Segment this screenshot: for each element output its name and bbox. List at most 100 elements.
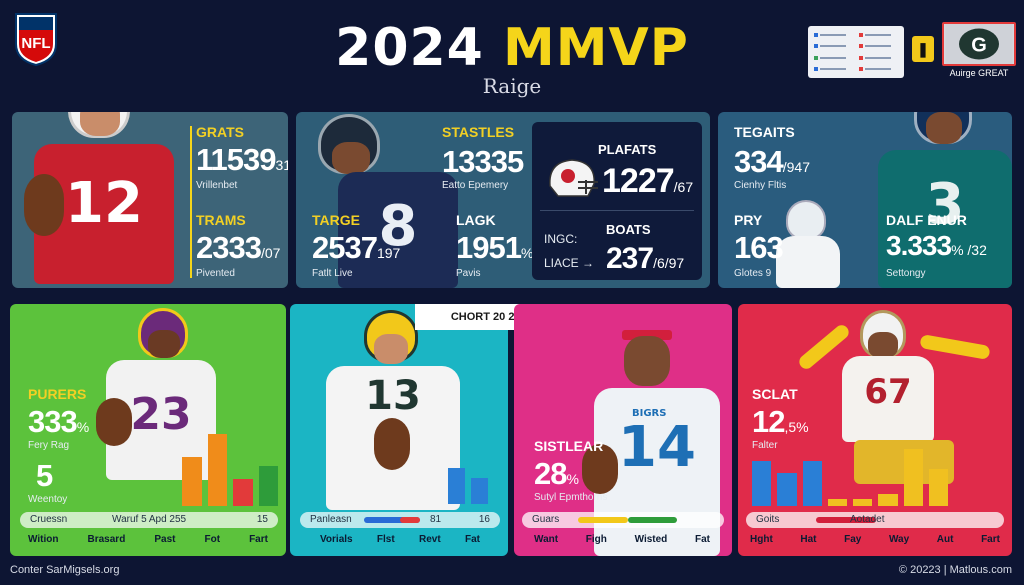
legend-swatch: [859, 44, 863, 49]
value1: 333%: [28, 404, 89, 440]
legend-line: [865, 34, 891, 37]
axis-tick-label: Want: [534, 534, 559, 545]
caption1: Fery Rag: [28, 440, 70, 451]
player-face: [374, 334, 408, 364]
footer-copyright: © 20223 | Matlous.com: [898, 564, 1012, 576]
stat3-suffix: % /32: [951, 242, 987, 258]
value1-number: 12: [752, 404, 785, 439]
axis-tick-label: Aut: [936, 534, 954, 545]
progress-left: Cruessn: [30, 514, 68, 525]
page-title: 2024 MMVP: [0, 18, 1024, 78]
stat1-number: 11539: [196, 142, 276, 177]
right-arm: [919, 334, 991, 360]
stat1-value: 334/947: [734, 144, 810, 180]
stat1-label: STASTLES: [442, 124, 515, 140]
value1-suffix: %: [76, 419, 90, 435]
helmet-icon: [549, 159, 598, 197]
legend-line: [820, 67, 846, 70]
value1-suffix: ,5%: [784, 419, 809, 435]
stat3-suffix: %: [520, 245, 534, 261]
axis-tick-label: Figh: [585, 534, 607, 545]
stat2-label: TRAMS: [196, 212, 246, 228]
panel-green: 23 PURERS 333% Fery Rag 5 Weentoy Cruess…: [10, 304, 286, 556]
stat2-caption: Pivented: [196, 268, 235, 279]
inner-row-label: INGC:: [544, 232, 578, 246]
stat3-label: DALF ENUR: [886, 212, 967, 228]
progress-bar[interactable]: Panleasn 81 16: [300, 512, 500, 528]
value1: 12,5%: [752, 404, 809, 440]
chart-bar: [471, 477, 488, 504]
axis-tick-label: Way: [888, 534, 910, 545]
chart-bar: [182, 456, 202, 506]
legend-line: [865, 45, 891, 48]
legend-box: [808, 26, 904, 78]
legend-swatch: [814, 44, 818, 49]
axis-tick-label: Wisted: [634, 534, 668, 545]
axis-tick-label: Vorials: [320, 534, 353, 545]
panel-receiver: 8 STASTLES 13335 Eatto Epemery TARGE 253…: [296, 112, 710, 288]
stat3-value: 1951%: [456, 230, 533, 266]
legend-item: [814, 30, 853, 40]
legend-swatch: [814, 55, 818, 60]
label1: PURERS: [28, 386, 87, 402]
chart-bar: [258, 465, 278, 506]
x-axis: Vorials Flst Revt Fat: [320, 534, 480, 545]
progress-bar[interactable]: Goits Aotadet: [746, 512, 1004, 528]
inner-value1-number: 1227: [602, 162, 675, 200]
player-illustration: BIGRS 14: [582, 320, 724, 556]
legend-swatch: [859, 66, 863, 71]
progress-right: 15: [256, 514, 268, 525]
caption1: Falter: [752, 440, 778, 451]
stat1-number: 334: [734, 144, 784, 179]
legend-swatch: [859, 55, 863, 60]
chart-bar: [878, 493, 898, 506]
player-illustration: 23: [96, 308, 256, 504]
stat3-number: 1951: [456, 230, 522, 265]
axis-tick-label: Fay: [844, 534, 862, 545]
panel-defender: 3 TEGAITS 334/947 Cienhy Fltis PRY 163 G…: [718, 112, 1012, 288]
chart-bar: [853, 499, 873, 506]
progress-left: Goits: [756, 514, 780, 525]
player-face: [926, 112, 962, 144]
player-jersey: 8: [338, 172, 458, 288]
legend-swatch: [859, 33, 863, 38]
progress-left: Guars: [532, 514, 560, 525]
value1-number: 333: [28, 404, 78, 439]
axis-tick-label: Flst: [376, 534, 395, 545]
chart-bar: [752, 460, 772, 506]
legend-item: [859, 41, 898, 51]
team-logo-label: Auirge GREAT: [949, 68, 1009, 78]
legend-swatch: [814, 33, 818, 38]
progress-track: [364, 517, 420, 523]
axis-tick-label: Fart: [249, 534, 268, 545]
player-illustration: 13: [318, 310, 468, 510]
panel-cyan: 13 Panleasn 81 16 Vorials Flst Revt Fat: [290, 304, 508, 556]
stat1-suffix: 314: [275, 157, 289, 173]
progress-bar[interactable]: Cruessn Waruf 5 Apd 255 15: [20, 512, 278, 528]
value1-number: 28: [534, 456, 567, 491]
title-mvp: MMVP: [502, 18, 689, 78]
chart-bar: [448, 467, 465, 504]
axis-tick-label: Fat: [695, 534, 710, 545]
bar-chart: [752, 424, 948, 506]
player-jersey: [776, 236, 840, 288]
stat3-label: LAGK: [456, 212, 496, 228]
inner-label2: BOATS: [606, 222, 651, 237]
headband: [622, 330, 672, 340]
value1: 28%: [534, 456, 579, 492]
axis-tick-label: Fot: [204, 534, 221, 545]
jersey-number: 14: [618, 415, 696, 480]
legend-item: [814, 64, 853, 74]
stat3-caption: Pavis: [456, 268, 481, 279]
progress-mid: Aotadet: [850, 514, 885, 525]
progress-bar[interactable]: Guars: [522, 512, 724, 528]
bar-chart: [182, 416, 278, 506]
stat1-caption: Eatto Epemery: [442, 180, 509, 191]
football: [96, 398, 132, 446]
axis-tick-label: Hat: [800, 534, 817, 545]
chart-bar: [903, 448, 923, 506]
stat2-value: 2537197: [312, 230, 400, 266]
inner-row-label2: LIACE →: [544, 256, 595, 270]
stat2-caption: Fatlt Live: [312, 268, 353, 279]
caption2: Weentoy: [28, 494, 68, 505]
